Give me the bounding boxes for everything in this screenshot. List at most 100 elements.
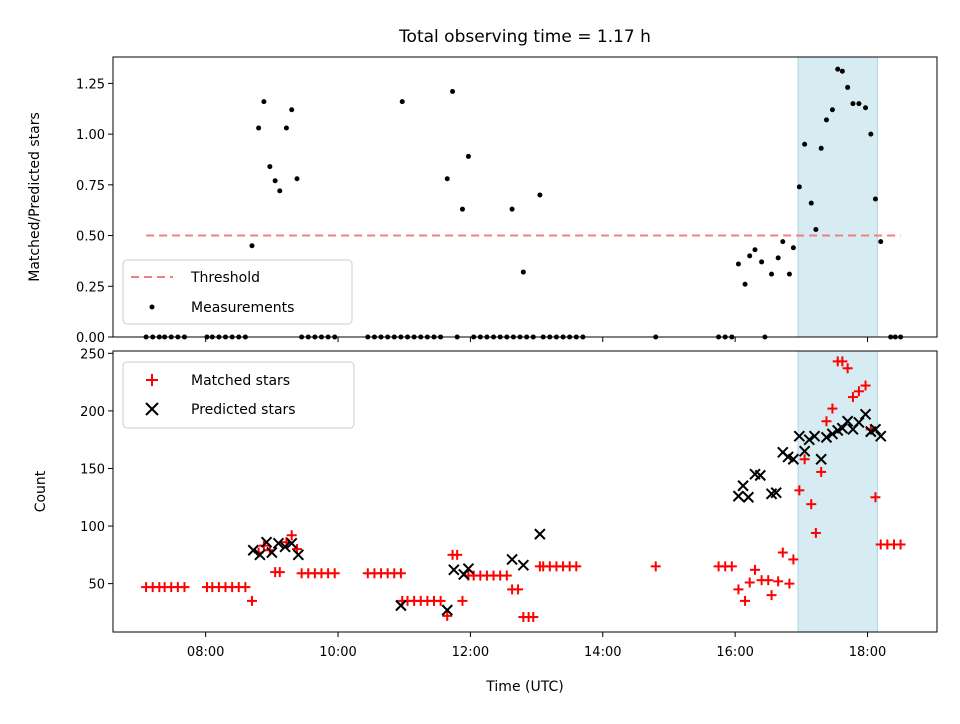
predicted-star-point <box>826 428 839 440</box>
measurement-point <box>444 176 450 182</box>
predicted-star-point <box>815 453 827 465</box>
measurement-point <box>786 271 792 277</box>
x-tick-label: 16:00 <box>716 645 753 660</box>
predicted-star-point <box>448 564 460 576</box>
predicted-star-point <box>869 423 882 436</box>
legend-matched-label: Matched stars <box>191 373 290 389</box>
predicted-star-point <box>820 431 833 444</box>
matched-star-point <box>749 564 760 575</box>
legend-measurement-swatch <box>149 304 155 310</box>
predicted-star-point <box>793 430 806 442</box>
matched-star-point <box>777 547 788 558</box>
bottom-axes-frame <box>112 350 938 633</box>
x-axis-label: Time (UTC) <box>485 679 563 695</box>
matched-star-point <box>794 485 805 496</box>
measurement-point <box>829 107 835 113</box>
predicted-star-point <box>875 430 887 442</box>
predicted-star-point <box>462 562 475 575</box>
predicted-star-point <box>292 549 305 561</box>
y-tick-label: 50 <box>88 578 105 593</box>
measurement-point <box>835 66 841 72</box>
predicted-star-point <box>742 491 755 503</box>
matched-star-point <box>528 612 539 623</box>
measurement-point <box>850 101 856 107</box>
chart-title: Total observing time = 1.17 h <box>398 27 651 47</box>
measurement-point <box>802 141 808 147</box>
bottom-x-ticks: 08:00 10:00 12:00 14:00 16:00 18:00 <box>187 632 886 660</box>
matched-star-point <box>827 403 838 414</box>
legend-predicted-label: Predicted stars <box>191 402 296 418</box>
measurement-point <box>294 176 300 182</box>
legend-measurement-label: Measurements <box>191 300 294 316</box>
matched-star-point <box>442 610 453 621</box>
legend-threshold-label: Threshold <box>190 270 260 286</box>
predicted-star-point <box>260 536 273 548</box>
measurement-point <box>845 84 851 90</box>
measurement-point <box>808 200 814 206</box>
measurement-point <box>790 245 796 251</box>
measurement-point <box>537 192 543 198</box>
predicted-star-point <box>279 541 291 553</box>
matched-star-point <box>740 595 751 606</box>
measurement-point <box>823 117 829 123</box>
top-y-ticks: 0.00 0.25 0.50 0.75 1.00 1.25 <box>76 77 113 346</box>
bottom-legend: Matched stars Predicted stars <box>122 361 355 429</box>
measurement-point <box>752 247 758 253</box>
measurement-point <box>759 259 765 265</box>
observing-window-span-top <box>797 56 878 338</box>
predicted-star-point <box>732 490 745 502</box>
predicted-star-point <box>787 453 800 465</box>
top-y-axis-label: Matched/Predicted stars <box>27 112 43 282</box>
y-tick-label: 200 <box>80 405 105 420</box>
measurement-point <box>769 271 775 277</box>
matched-star-point <box>853 386 864 397</box>
matched-star-point <box>763 575 774 586</box>
matched-star-point <box>240 582 251 593</box>
y-tick-label: 150 <box>80 462 105 477</box>
measurement-point <box>520 269 526 275</box>
matched-star-point <box>806 499 817 510</box>
matched-star-point <box>816 466 827 477</box>
measurement-point <box>465 153 471 159</box>
measurement-point <box>283 125 289 131</box>
predicted-star-point <box>506 553 518 566</box>
y-tick-label: 1.00 <box>76 128 105 143</box>
predicted-star-point <box>836 422 849 434</box>
y-tick-label: 0.25 <box>76 280 105 295</box>
matched-star-point <box>842 363 853 374</box>
predicted-star-points <box>247 408 887 616</box>
measurement-point <box>509 206 515 212</box>
y-tick-label: 0.50 <box>76 230 105 245</box>
top-axes-frame <box>112 56 938 338</box>
predicted-star-point <box>247 544 260 556</box>
measurement-point <box>856 101 862 107</box>
measurement-point <box>272 178 278 184</box>
predicted-star-point <box>254 549 266 561</box>
measurement-point <box>742 281 748 287</box>
measurement-point <box>872 196 878 202</box>
predicted-star-point <box>534 528 546 540</box>
y-tick-label: 100 <box>80 520 105 535</box>
matched-star-point <box>788 554 799 565</box>
bottom-y-ticks: 50 100 150 200 250 <box>80 347 113 593</box>
ratio-panel: 0.00 0.25 0.50 0.75 1.00 1.25 Matched/Predict… <box>27 56 938 346</box>
predicted-star-point <box>859 408 872 421</box>
legend-predicted-swatch <box>145 402 159 416</box>
count-panel: 50 100 150 200 250 08:00 10:00 12:00 14:00 16:00… <box>33 347 938 695</box>
matched-star-point <box>895 539 906 550</box>
predicted-star-point <box>803 433 815 446</box>
legend-matched-swatch <box>146 374 158 386</box>
matched-star-point <box>513 584 524 595</box>
measurement-point <box>399 99 405 105</box>
matched-star-point <box>744 577 755 588</box>
x-tick-label: 12:00 <box>452 645 489 660</box>
matched-star-point <box>726 561 737 572</box>
matched-star-point <box>870 492 881 503</box>
measurement-point <box>249 243 255 249</box>
matched-star-point <box>847 392 858 403</box>
predicted-star-point <box>285 537 298 550</box>
matched-star-point <box>179 582 190 593</box>
matched-star-point <box>501 570 512 581</box>
measurement-point <box>863 105 869 111</box>
